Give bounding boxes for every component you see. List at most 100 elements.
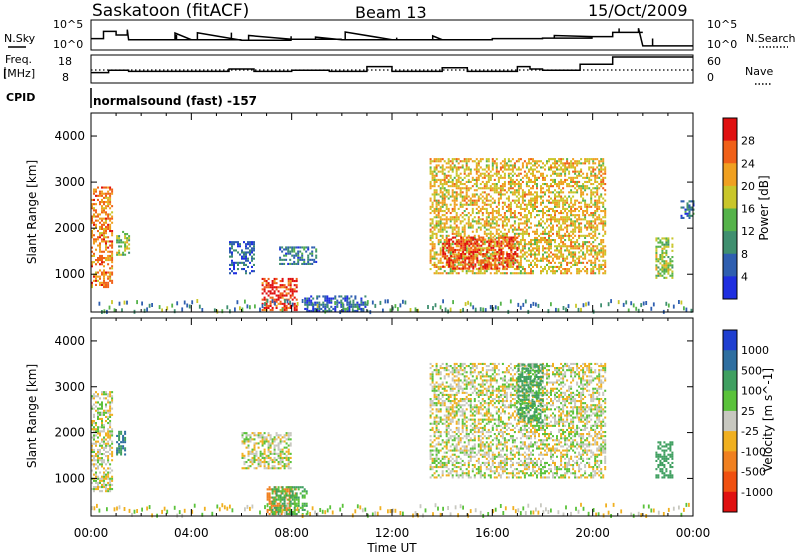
power-cell [661,264,664,267]
power-cell [604,216,607,219]
power-cell [590,214,593,217]
power-cell [538,224,540,227]
power-cell [554,203,556,206]
velocity-cell [91,463,93,466]
power-cell [481,176,484,179]
velocity-cell [275,452,278,455]
power-cell [550,158,552,161]
power-cell [472,253,475,256]
power-cell [267,277,270,280]
power-cell [429,158,432,161]
power-cell [463,224,466,227]
power-cell [523,203,526,206]
power-cell [103,192,105,195]
power-cell [663,266,666,269]
power-cell [554,178,556,181]
power-cell [429,243,432,246]
power-cell [469,172,472,175]
power-cell [546,220,548,223]
power-cell [540,197,542,200]
power-cell [540,272,542,275]
power-cell [582,214,585,217]
power-cell [237,245,239,248]
velocity-cell [95,488,97,491]
power-cell [111,271,114,274]
power-cell [564,199,567,202]
power-cell [530,193,532,196]
power-cell [497,270,500,273]
power-cell [586,226,589,229]
power-cell [275,298,278,301]
nsky-panel: N.Sky 10^5 10^0 10^5 10^0 N.Search [4,18,796,51]
power-cell [289,288,292,291]
velocity-cell [271,511,274,514]
power-cell [564,218,567,221]
power-cell [584,243,587,246]
nsearch-label: N.Search [746,32,796,45]
power-cell [452,251,455,254]
power-cell [487,168,490,171]
power-cell [602,253,605,256]
power-cell [477,212,480,215]
power-cell [570,185,573,188]
power-cell [503,224,506,227]
power-cell [592,203,595,206]
power-cell [454,242,457,245]
power-cell [506,255,509,258]
power-cell [394,304,397,309]
power-cell [671,272,674,275]
power-cell [449,243,452,246]
power-cell [517,166,520,169]
velocity-cell [103,424,105,427]
power-cell [688,216,691,219]
power-cell [465,245,468,248]
power-cell [532,247,534,250]
power-cell [469,224,472,227]
power-cell [502,265,505,268]
power-cell [505,216,508,219]
power-cell [530,199,532,202]
power-cell [482,238,485,241]
power-cell [435,236,438,239]
velocity-cell [281,502,284,505]
power-cell [604,224,607,227]
power-cell [435,203,438,206]
power-cell [501,220,504,223]
power-cell [111,273,114,276]
power-cell [451,232,454,235]
power-cell [431,247,434,250]
velocity-cell [259,463,262,466]
power-cell [348,297,351,300]
power-cell [532,243,534,246]
power-cell [109,227,112,230]
power-cell [550,228,552,231]
power-cell [116,235,119,238]
power-cell [487,166,490,169]
power-cell [261,292,264,295]
power-cell [586,187,589,190]
power-cell [101,219,103,222]
power-cell [455,180,458,183]
power-cell [655,274,658,277]
power-cell [463,239,466,242]
power-cell [490,240,493,243]
power-cell [303,246,306,249]
power-cell [109,279,112,282]
power-cell [116,237,119,240]
power-cell [512,257,515,260]
power-cell [437,199,440,202]
power-cell [265,280,268,283]
power-cell [564,180,567,183]
power-cell [663,243,666,246]
power-cell [464,267,467,270]
power-cell [516,255,519,258]
power-cell [387,299,389,304]
power-cell [487,199,490,202]
power-cell [562,180,565,183]
power-cell [467,195,470,198]
velocity-cell [95,391,97,394]
power-cell [552,178,554,181]
power-cell [562,306,565,310]
velocity-cell [103,426,105,429]
power-cell [489,170,492,173]
